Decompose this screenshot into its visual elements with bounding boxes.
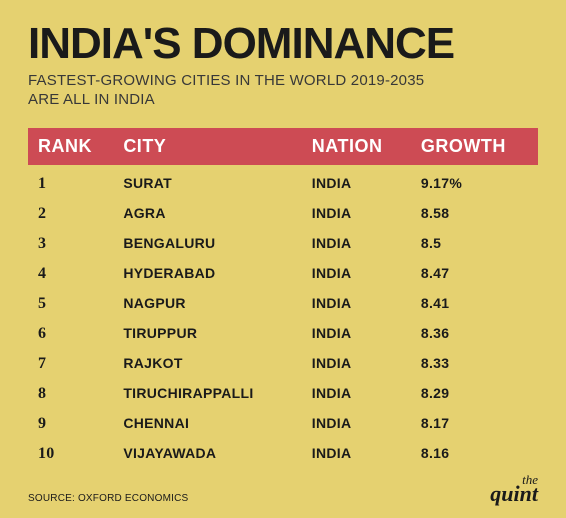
- cell-growth: 8.29: [421, 385, 530, 403]
- cell-nation: INDIA: [312, 415, 421, 433]
- cell-city: TIRUCHIRAPPALLI: [123, 385, 311, 403]
- cell-nation: INDIA: [312, 355, 421, 373]
- cell-growth: 8.58: [421, 205, 530, 223]
- cell-rank: 5: [38, 295, 123, 313]
- cell-nation: INDIA: [312, 385, 421, 403]
- cell-growth: 9.17%: [421, 175, 530, 193]
- table-row: 3BENGALURUINDIA8.5: [38, 235, 530, 253]
- header-growth: GROWTH: [421, 136, 530, 157]
- cell-nation: INDIA: [312, 445, 421, 463]
- cell-nation: INDIA: [312, 235, 421, 253]
- cell-growth: 8.47: [421, 265, 530, 283]
- table-row: 1SURATINDIA9.17%: [38, 175, 530, 193]
- infographic-card: INDIA'S DOMINANCE FASTEST-GROWING CITIES…: [0, 0, 566, 518]
- cell-nation: INDIA: [312, 175, 421, 193]
- cell-city: TIRUPPUR: [123, 325, 311, 343]
- subtitle: FASTEST-GROWING CITIES IN THE WORLD 2019…: [28, 72, 538, 110]
- cell-rank: 10: [38, 445, 123, 463]
- cell-city: VIJAYAWADA: [123, 445, 311, 463]
- cell-city: CHENNAI: [123, 415, 311, 433]
- cell-growth: 8.41: [421, 295, 530, 313]
- cell-nation: INDIA: [312, 265, 421, 283]
- header-city: CITY: [123, 136, 311, 157]
- cell-growth: 8.17: [421, 415, 530, 433]
- main-title: INDIA'S DOMINANCE: [28, 22, 538, 66]
- cell-rank: 2: [38, 205, 123, 223]
- cell-rank: 6: [38, 325, 123, 343]
- cell-city: NAGPUR: [123, 295, 311, 313]
- table-row: 10VIJAYAWADAINDIA8.16: [38, 445, 530, 463]
- cell-rank: 3: [38, 235, 123, 253]
- footer: SOURCE: OXFORD ECONOMICS the quint: [28, 474, 538, 504]
- cell-city: BENGALURU: [123, 235, 311, 253]
- subtitle-line-2: ARE ALL IN INDIA: [28, 91, 155, 108]
- brand-quint: quint: [490, 485, 538, 504]
- cell-rank: 9: [38, 415, 123, 433]
- cell-growth: 8.36: [421, 325, 530, 343]
- cell-city: AGRA: [123, 205, 311, 223]
- cell-nation: INDIA: [312, 205, 421, 223]
- brand-logo: the quint: [490, 474, 538, 504]
- table-body: 1SURATINDIA9.17%2AGRAINDIA8.583BENGALURU…: [28, 165, 538, 463]
- table-row: 8TIRUCHIRAPPALLIINDIA8.29: [38, 385, 530, 403]
- table-row: 9CHENNAIINDIA8.17: [38, 415, 530, 433]
- cell-rank: 1: [38, 175, 123, 193]
- cell-rank: 7: [38, 355, 123, 373]
- cell-city: RAJKOT: [123, 355, 311, 373]
- cell-nation: INDIA: [312, 295, 421, 313]
- subtitle-line-1: FASTEST-GROWING CITIES IN THE WORLD 2019…: [28, 72, 424, 89]
- header-nation: NATION: [312, 136, 421, 157]
- table-row: 6TIRUPPURINDIA8.36: [38, 325, 530, 343]
- table-row: 7RAJKOTINDIA8.33: [38, 355, 530, 373]
- table-row: 4HYDERABADINDIA8.47: [38, 265, 530, 283]
- table-row: 5NAGPURINDIA8.41: [38, 295, 530, 313]
- cell-city: HYDERABAD: [123, 265, 311, 283]
- cell-rank: 4: [38, 265, 123, 283]
- cell-growth: 8.33: [421, 355, 530, 373]
- cell-city: SURAT: [123, 175, 311, 193]
- cell-growth: 8.16: [421, 445, 530, 463]
- table-header: RANK CITY NATION GROWTH: [28, 128, 538, 165]
- cell-nation: INDIA: [312, 325, 421, 343]
- header-rank: RANK: [38, 136, 123, 157]
- cell-growth: 8.5: [421, 235, 530, 253]
- source-text: SOURCE: OXFORD ECONOMICS: [28, 493, 188, 504]
- cell-rank: 8: [38, 385, 123, 403]
- table-row: 2AGRAINDIA8.58: [38, 205, 530, 223]
